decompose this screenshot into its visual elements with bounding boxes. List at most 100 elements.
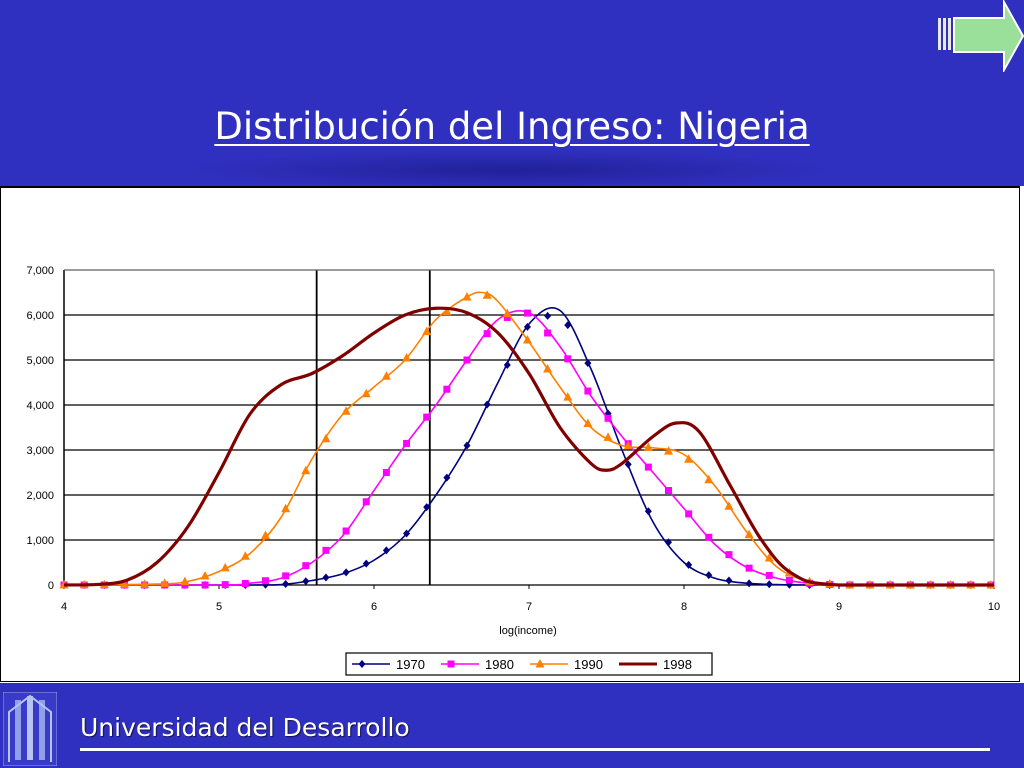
series-point [462,292,472,301]
series-point [261,530,270,539]
y-tick-label: 5,000 [26,355,54,367]
series-point [342,568,350,577]
x-tick-label: 7 [526,601,532,613]
series-point [685,560,693,569]
series-line-1998 [63,306,994,587]
series-1970 [60,306,995,589]
series-line-1980 [63,309,994,586]
series-point [624,460,632,469]
series-point [744,529,754,539]
series-point [362,559,370,568]
series-point [201,581,209,589]
series-point [665,487,672,494]
series-point [764,553,774,562]
series-point [745,579,753,588]
series-point [603,432,613,441]
series-point [322,573,330,582]
series-point [664,446,673,455]
next-slide-button[interactable] [938,0,1024,72]
series-point [422,326,432,336]
series-point [241,579,249,587]
series-line-1970 [63,306,994,586]
series-point [119,579,129,588]
series-point [423,413,431,421]
series-point [584,387,592,395]
series-point [382,469,390,476]
series-point [381,371,391,380]
series-point [765,580,773,589]
series-point [564,355,572,363]
slide-header [0,0,1024,190]
series-point [262,577,269,585]
series-point [643,442,653,451]
series-point [281,503,291,513]
series-point [200,570,210,580]
series-1998 [63,306,994,587]
series-point [704,474,714,484]
series-point [403,529,411,538]
series-point [745,564,753,572]
legend-box [345,652,713,676]
series-point [221,581,229,589]
series-1980 [60,309,995,589]
y-tick-label: 4,000 [26,400,54,412]
series-point [482,290,492,299]
series-point [544,311,552,320]
x-tick-label: 5 [216,601,222,613]
series-point [342,527,350,535]
series-point [503,313,511,321]
series-point [523,309,531,317]
series-point [140,579,150,588]
series-point [523,322,531,331]
series-point [584,359,592,368]
series-point [544,329,552,337]
series-line-1990 [63,291,994,586]
legend-label-1980: 1980 [485,657,514,672]
university-logo-icon [3,692,57,766]
series-point [563,392,573,401]
income-distribution-chart: 0 1,000 2,000 3,000 4,000 5,000 6,000 7,000 4 5 6 7… [26,265,1000,676]
footer-divider [80,748,990,751]
series-point [301,465,311,475]
series-point [403,439,411,447]
series-point [443,473,451,482]
right-arrow-icon [938,0,1024,72]
series-point [322,546,330,554]
chart-legend: 1970 1980 1990 1998 [345,652,713,676]
slide-title: Distribución del Ingreso: Nigeria [214,105,810,148]
title-glow [180,150,840,190]
x-tick-label: 8 [681,601,687,613]
series-point [503,360,511,369]
series-point [362,498,370,506]
series-point [483,330,491,338]
series-point [604,414,612,422]
slide-footer [0,683,1024,768]
series-point [644,463,652,471]
series-point [447,660,455,668]
x-axis-label: log(income) [499,625,556,637]
series-point [725,576,733,585]
series-1990 [59,290,996,589]
series-point [705,533,713,541]
series-point [684,454,694,463]
series-point [240,551,250,560]
chart-grid [64,269,994,586]
series-point [725,551,733,559]
series-point [765,571,773,579]
series-point [180,576,190,586]
series-point [361,388,371,398]
series-point [282,579,290,588]
series-point [358,660,366,668]
y-tick-label: 7,000 [26,265,54,277]
chart-panel [0,186,1020,682]
series-point [583,418,593,427]
legend-label-1998: 1998 [663,657,692,672]
chart-axes: 0 1,000 2,000 3,000 4,000 5,000 6,000 7,000 4 5 6 7… [26,265,1000,613]
x-tick-label: 4 [61,601,67,613]
series-point [402,352,412,362]
series-point [463,356,471,364]
series-point [665,538,672,547]
series-point [442,306,452,316]
series-point [341,406,351,415]
series-point [724,501,734,510]
